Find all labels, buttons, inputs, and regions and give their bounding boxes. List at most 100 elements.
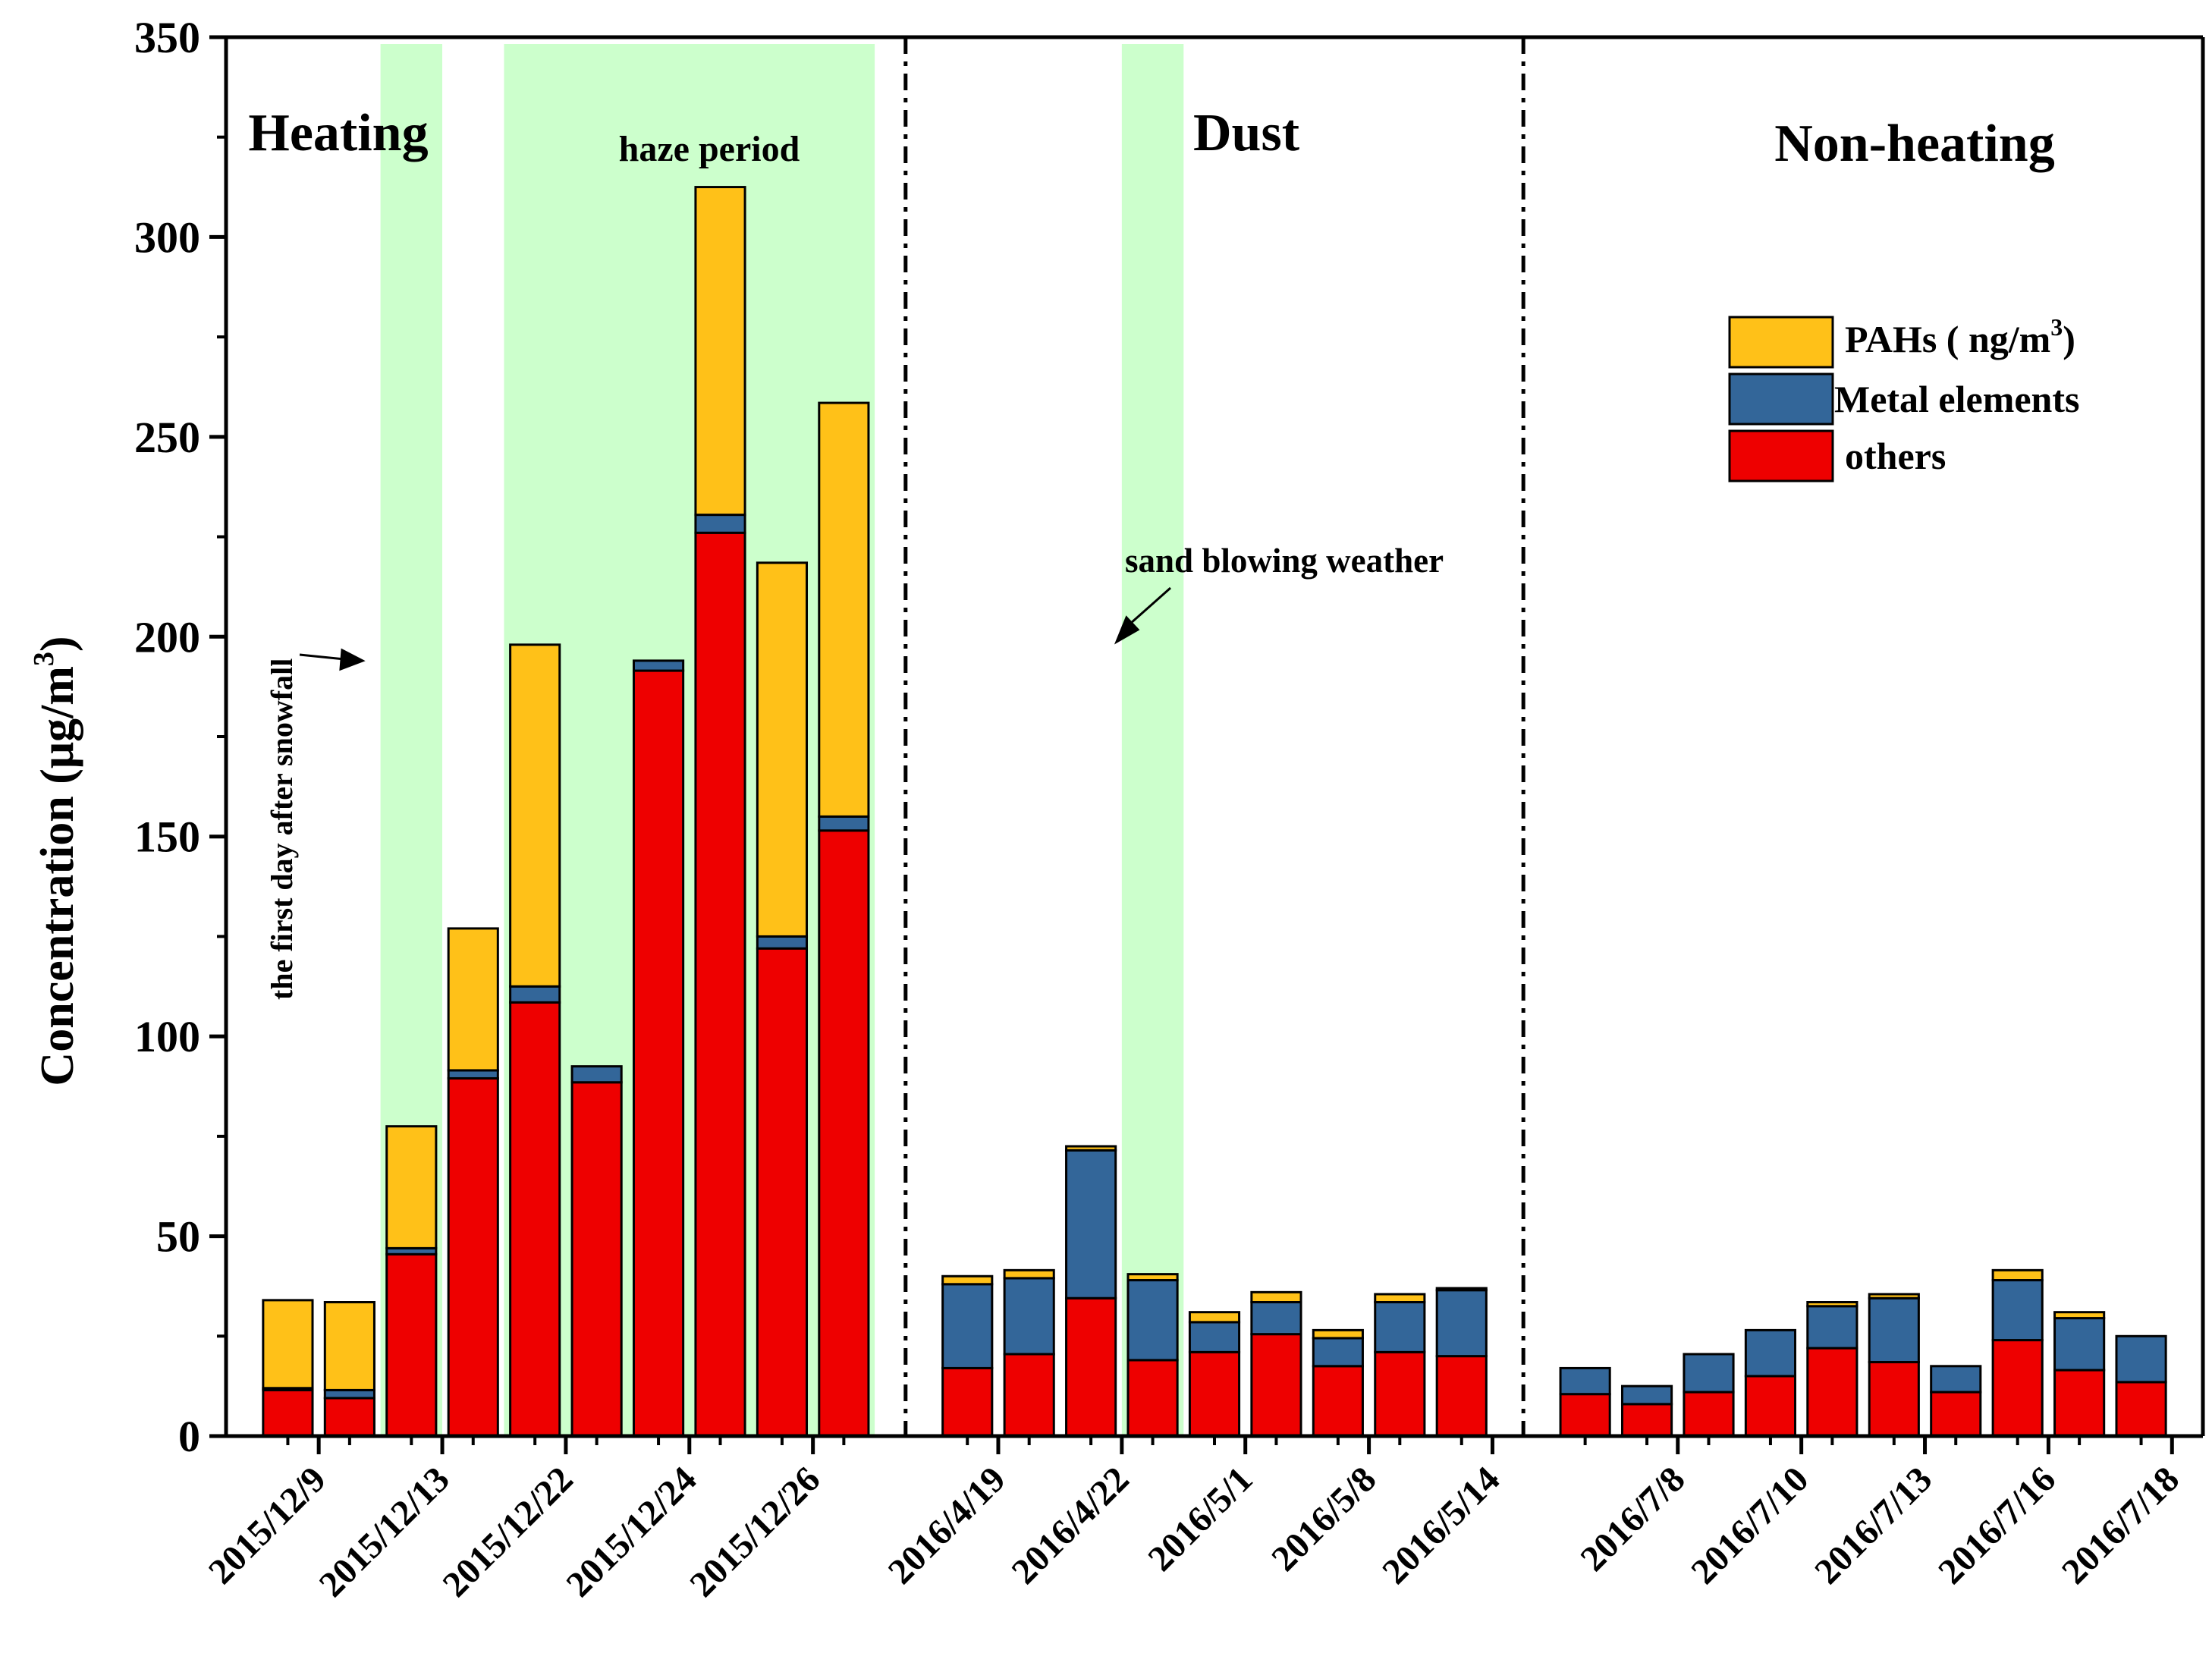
y-tick-label-0: 0 — [178, 1412, 200, 1461]
bar-segment-8-metal — [694, 514, 746, 534]
bar-segment-19-pahs — [1435, 1287, 1488, 1292]
bar-segment-18-pahs — [1374, 1293, 1426, 1304]
sand-blowing-annotation: sand blowing weather — [1125, 542, 1444, 580]
bar-segment-17-metal — [1312, 1337, 1364, 1368]
legend: PAHs ( ng/m3) Metal elements others — [1728, 313, 2079, 482]
bar-segment-24-pahs — [1806, 1301, 1859, 1308]
y-tick-label-50: 50 — [156, 1212, 200, 1262]
x-tick-label-11: 2016/7/8 — [1573, 1459, 1692, 1579]
y-axis-ticks: 0 50 100 150 200 250 300 350 — [134, 13, 226, 1461]
bar-segment-12-others — [1003, 1353, 1055, 1438]
shaded-band-2 — [504, 44, 875, 1436]
bar-segment-11-pahs — [941, 1274, 994, 1286]
y-axis-title-sup: 3 — [28, 652, 60, 666]
bar-segment-1-others — [262, 1388, 314, 1438]
bar-segment-16-pahs — [1250, 1290, 1302, 1304]
sand-arrow-line — [1130, 586, 1171, 625]
bar-segment-15-metal — [1188, 1321, 1241, 1353]
y-tick-label-350: 350 — [134, 13, 200, 62]
bar-segment-21-others — [1620, 1403, 1673, 1438]
bar-segment-5-metal — [509, 985, 561, 1004]
x-tick-label-9: 2016/5/8 — [1264, 1459, 1384, 1579]
bar-segment-14-pahs — [1126, 1273, 1179, 1282]
x-tick-label-14: 2016/7/16 — [1931, 1459, 2063, 1592]
y-axis-title-close: ) — [32, 636, 83, 652]
x-tick-label-1: 2015/12/9 — [201, 1459, 334, 1592]
shaded-period-bands — [380, 44, 1184, 1436]
haze-period-annotation: haze period — [619, 129, 800, 169]
bar-segment-27-others — [1991, 1339, 2044, 1438]
bar-segment-7-metal — [632, 659, 685, 672]
bar-segment-25-pahs — [1868, 1293, 1920, 1300]
y-tick-label-250: 250 — [134, 413, 200, 462]
y-tick-label-300: 300 — [134, 212, 200, 262]
y-tick-label-150: 150 — [134, 812, 200, 862]
x-tick-label-10: 2016/5/14 — [1375, 1459, 1507, 1592]
bar-segment-19-metal — [1435, 1289, 1488, 1358]
legend-label-metal: Metal elements — [1834, 378, 2079, 420]
bar-segment-4-metal — [447, 1069, 499, 1080]
bar-segment-23-metal — [1744, 1328, 1797, 1378]
bar-segment-18-others — [1374, 1350, 1426, 1438]
x-tick-label-2: 2015/12/13 — [312, 1459, 457, 1604]
annotation-arrows — [299, 586, 1171, 671]
bar-segment-8-others — [694, 531, 746, 1438]
bar-segment-25-metal — [1868, 1296, 1920, 1364]
x-axis-ticks: 2015/12/92015/12/132015/12/222015/12/242… — [201, 1436, 2187, 1604]
bar-segment-26-others — [1930, 1391, 1982, 1438]
legend-swatch-pahs — [1728, 316, 1834, 369]
snowfall-arrow-line — [299, 653, 345, 661]
x-tick-label-3: 2015/12/22 — [435, 1459, 581, 1604]
bar-segment-14-others — [1126, 1359, 1179, 1438]
bar-segment-2-pahs — [323, 1301, 375, 1391]
bar-segment-10-metal — [818, 815, 870, 832]
legend-label-pahs-close: ) — [2063, 318, 2075, 360]
x-tick-label-8: 2016/5/1 — [1140, 1459, 1260, 1579]
bar-segment-28-pahs — [2053, 1311, 2106, 1320]
bar-segment-20-others — [1559, 1393, 1611, 1438]
period-label-non-heating: Non-heating — [1774, 115, 2054, 173]
bar-segment-13-metal — [1065, 1149, 1117, 1300]
legend-swatch-others — [1728, 429, 1834, 482]
y-tick-label-200: 200 — [134, 612, 200, 662]
bar-segment-5-others — [509, 1001, 561, 1438]
period-dividers — [903, 37, 1525, 1436]
y-axis-title-main: Concentration (μg/m — [32, 666, 83, 1086]
bar-segment-17-others — [1312, 1365, 1364, 1438]
bar-segment-27-pahs — [1991, 1268, 2044, 1282]
x-tick-label-5: 2015/12/26 — [682, 1459, 828, 1604]
bar-segment-8-pahs — [694, 186, 746, 517]
bar-segment-9-metal — [756, 935, 809, 950]
bar-segment-6-metal — [570, 1065, 623, 1084]
legend-label-others: others — [1845, 435, 1946, 477]
bar-segment-20-metal — [1559, 1366, 1611, 1396]
period-label-dust: Dust — [1193, 104, 1299, 162]
snowfall-arrowhead — [339, 648, 366, 671]
bar-segment-17-pahs — [1312, 1328, 1364, 1340]
bar-segment-29-metal — [2115, 1334, 2167, 1384]
bar-segment-11-others — [941, 1366, 994, 1438]
x-tick-label-4: 2015/12/24 — [558, 1459, 704, 1604]
shaded-band-3 — [1121, 44, 1184, 1436]
legend-label-pahs-main: PAHs ( ng/m — [1845, 318, 2050, 360]
x-tick-label-13: 2016/7/13 — [1807, 1459, 1940, 1592]
bar-segment-3-others — [385, 1252, 438, 1438]
bar-segment-27-metal — [1991, 1279, 2044, 1342]
bar-segment-22-metal — [1683, 1353, 1735, 1394]
bar-segment-28-others — [2053, 1369, 2106, 1438]
bar-stacks — [262, 186, 2167, 1438]
bar-segment-22-others — [1683, 1391, 1735, 1438]
bar-segment-10-pahs — [818, 401, 870, 818]
sand-arrowhead — [1114, 615, 1140, 645]
bar-segment-18-metal — [1374, 1301, 1426, 1353]
legend-swatch-metal — [1728, 372, 1834, 426]
bar-segment-12-metal — [1003, 1277, 1055, 1356]
snowfall-annotation: the first day after snowfall — [265, 658, 299, 1000]
bar-segment-13-pahs — [1065, 1145, 1117, 1152]
bar-segment-13-others — [1065, 1296, 1117, 1438]
bar-segment-9-others — [756, 947, 809, 1438]
bar-segment-9-pahs — [756, 561, 809, 938]
y-tick-label-100: 100 — [134, 1012, 200, 1061]
bar-segment-15-others — [1188, 1350, 1241, 1438]
